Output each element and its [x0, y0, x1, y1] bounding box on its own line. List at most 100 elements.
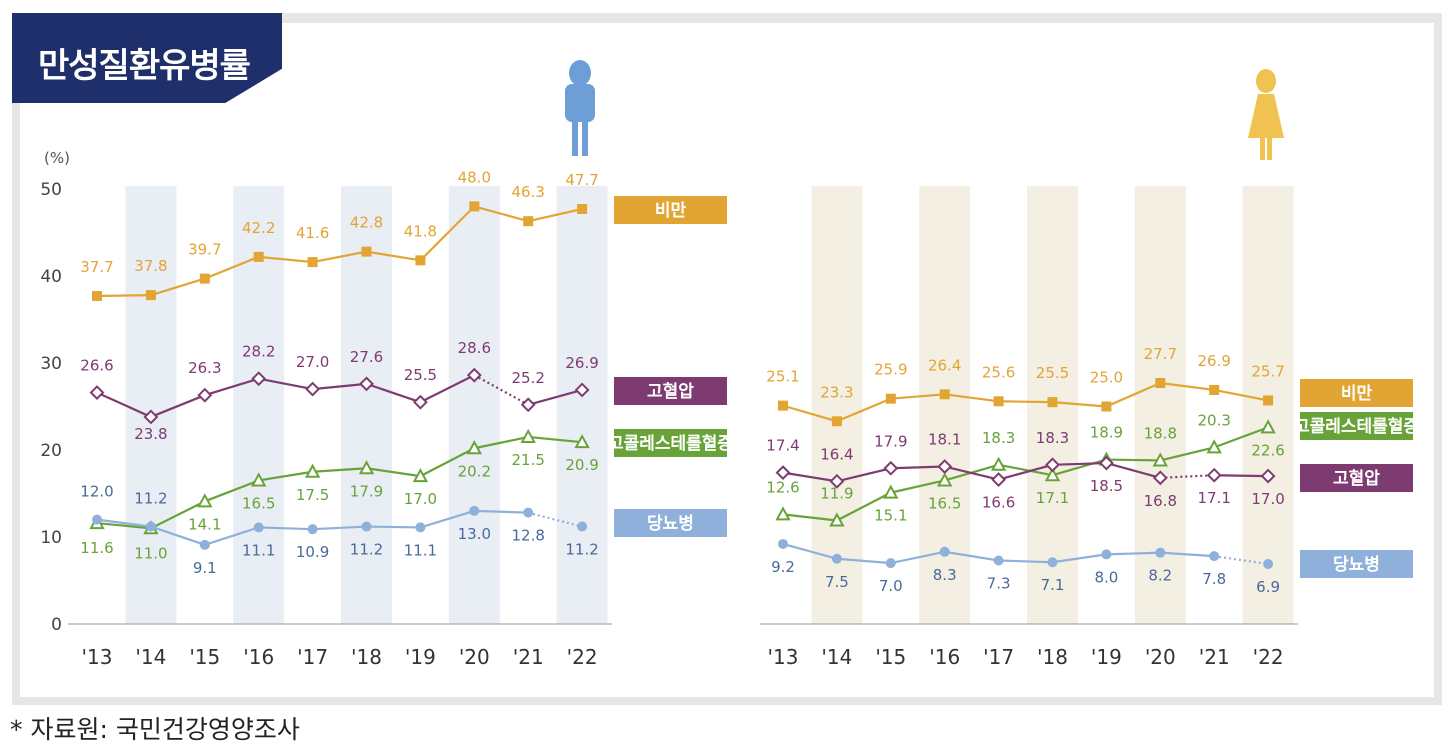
- data-label: 18.5: [1090, 477, 1123, 495]
- data-label: 25.6: [982, 363, 1015, 381]
- data-point: [1152, 470, 1168, 486]
- data-label: 25.1: [766, 368, 799, 386]
- data-point: [520, 428, 536, 443]
- male-person-icon: [565, 60, 595, 156]
- legend-label: 고콜레스테롤혈증: [1294, 416, 1419, 437]
- data-label: 9.1: [193, 559, 217, 577]
- x-tick-label: '13: [768, 645, 799, 669]
- series-hypertension: 26.6 23.8 26.3 28.2 27.0 27.6 25.5 28.6 25.2 26.9: [80, 339, 599, 443]
- data-point: [1209, 384, 1220, 395]
- data-point: [412, 468, 429, 483]
- data-point: [1260, 468, 1276, 484]
- chart-panel-male: 0 10 20 30 40 50 (%) '13 '14 '15 '16 '17 '18 '19 '20 '2…: [40, 149, 733, 669]
- series-segment: [1106, 461, 1161, 479]
- data-point: [197, 387, 213, 403]
- data-point: [883, 460, 899, 476]
- legend-obesity: 비만: [1300, 379, 1413, 407]
- data-label: 11.2: [565, 541, 598, 559]
- data-label: 7.1: [1041, 576, 1065, 594]
- data-point: [361, 521, 372, 532]
- x-tick-label: '19: [1091, 645, 1122, 669]
- series-segment: [1213, 426, 1269, 449]
- data-point: [143, 409, 159, 425]
- data-point: [1206, 467, 1222, 483]
- chart-panel-female: '13'14'15'16'17'18'19'20'21'2225.123.325…: [760, 186, 1419, 669]
- data-point: [775, 465, 791, 481]
- data-label: 17.9: [350, 482, 383, 500]
- data-label: 28.6: [458, 339, 491, 357]
- series-segment: [944, 465, 999, 481]
- data-point: [412, 394, 428, 410]
- series-segment: [96, 518, 152, 528]
- legend-hypertension: 고혈압: [614, 377, 727, 405]
- data-point: [993, 555, 1004, 566]
- data-label: 27.7: [1144, 345, 1177, 363]
- data-point: [1045, 457, 1060, 473]
- data-label: 37.8: [134, 257, 167, 275]
- x-tick-label: '14: [821, 645, 852, 669]
- data-point: [885, 558, 896, 569]
- x-tick-label: '20: [1145, 645, 1176, 669]
- data-point: [361, 246, 372, 257]
- data-point: [939, 546, 950, 557]
- series-segment: [419, 447, 475, 478]
- data-label: 15.1: [874, 507, 907, 525]
- series-segment: [998, 559, 1053, 564]
- data-label: 11.6: [80, 539, 113, 557]
- data-label: 39.7: [188, 241, 221, 259]
- data-point: [145, 290, 156, 301]
- data-label: 10.9: [296, 543, 329, 561]
- legend-diabetes: 당뇨병: [614, 509, 727, 537]
- data-label: 11.1: [242, 541, 275, 559]
- series-segment: [527, 511, 583, 528]
- x-tick-label: '22: [1253, 645, 1284, 669]
- data-point: [199, 539, 210, 550]
- page-title: 만성질환유병률: [38, 46, 251, 86]
- data-label: 23.8: [134, 425, 167, 443]
- series-segment: [890, 393, 945, 400]
- x-tick-label: '17: [297, 645, 328, 669]
- legend-label: 당뇨병: [647, 514, 694, 534]
- y-axis-unit: (%): [44, 149, 70, 167]
- data-label: 25.7: [1251, 362, 1284, 380]
- y-tick-label: 0: [51, 615, 62, 635]
- data-point: [307, 257, 318, 268]
- legend-box: [1300, 412, 1413, 440]
- series-segment: [890, 479, 945, 494]
- title-banner: [12, 13, 282, 103]
- data-label: 11.2: [350, 541, 383, 559]
- data-point: [92, 291, 102, 302]
- data-point: [993, 396, 1004, 407]
- data-label: 41.8: [404, 222, 437, 240]
- source-note: * 자료원: 국민건강영양조사: [10, 715, 300, 744]
- series-segment: [1052, 401, 1107, 408]
- data-label: 16.6: [982, 494, 1015, 512]
- shaded-band: [556, 186, 608, 624]
- data-label: 18.9: [1090, 424, 1123, 442]
- data-point: [939, 389, 950, 400]
- legend-label: 비만: [655, 201, 687, 221]
- data-point: [199, 273, 210, 284]
- series-segment: [1052, 461, 1107, 466]
- series-segment: [998, 463, 1053, 481]
- data-point: [466, 367, 482, 383]
- x-tick-label: '15: [189, 645, 220, 669]
- series-segment: [836, 557, 891, 565]
- x-tick-label: '19: [405, 645, 436, 669]
- series-segment: [944, 550, 999, 562]
- data-label: 48.0: [458, 168, 491, 186]
- data-label: 26.9: [1197, 352, 1230, 370]
- shaded-band: [1134, 186, 1186, 624]
- data-label: 17.4: [766, 437, 799, 455]
- series-segment: [782, 404, 838, 423]
- series-hypercholesterolemia: 11.6 11.0 14.1 16.5 17.5 17.9 17.0 20.2 21.5 20.9: [80, 428, 599, 562]
- x-tick-label: '17: [983, 645, 1014, 669]
- x-tick-label: '18: [1037, 645, 1068, 669]
- data-point: [577, 521, 588, 532]
- legend-label: 고혈압: [1333, 468, 1380, 489]
- legend-box: [1300, 379, 1413, 407]
- data-point: [358, 460, 375, 475]
- series-segment: [366, 467, 421, 478]
- data-point: [197, 493, 213, 508]
- data-point: [520, 397, 536, 413]
